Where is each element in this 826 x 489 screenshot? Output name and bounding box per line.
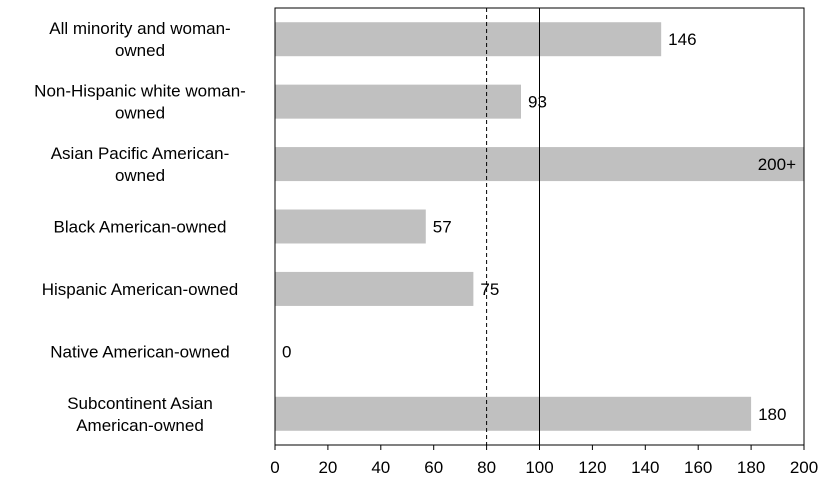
axes-layer bbox=[274, 7, 805, 450]
category-label: Asian Pacific American-owned bbox=[51, 144, 230, 185]
category-label: Non-Hispanic white woman-owned bbox=[34, 82, 246, 123]
bar bbox=[275, 84, 521, 119]
x-tick-label: 60 bbox=[424, 458, 443, 477]
data-label: 0 bbox=[282, 342, 291, 361]
data-label: 180 bbox=[758, 405, 786, 424]
x-tick-label: 80 bbox=[477, 458, 496, 477]
category-label: All minority and woman-owned bbox=[49, 19, 230, 60]
data-label: 57 bbox=[433, 218, 452, 237]
data-label: 75 bbox=[480, 280, 499, 299]
x-tick-label: 100 bbox=[525, 458, 553, 477]
category-label: Native American-owned bbox=[50, 342, 230, 361]
x-tick-label: 40 bbox=[371, 458, 390, 477]
x-tick-label: 160 bbox=[684, 458, 712, 477]
data-label: 146 bbox=[668, 30, 696, 49]
x-tick-label: 140 bbox=[631, 458, 659, 477]
x-tick-label: 20 bbox=[318, 458, 337, 477]
x-tick-label: 200 bbox=[790, 458, 818, 477]
category-label: Subcontinent Asian American-owned bbox=[67, 394, 213, 435]
bar bbox=[275, 396, 752, 431]
data-label: 93 bbox=[528, 93, 547, 112]
x-tick-label: 0 bbox=[270, 458, 279, 477]
x-tick-label: 180 bbox=[737, 458, 765, 477]
bar bbox=[275, 271, 474, 306]
category-label: Black American-owned bbox=[54, 218, 227, 237]
bar bbox=[275, 22, 662, 57]
bar bbox=[275, 209, 426, 244]
labels-layer: All minority and woman-owned 146 Non-Hispa… bbox=[34, 19, 818, 477]
reference-lines-layer bbox=[486, 8, 540, 445]
bars-layer bbox=[275, 22, 804, 431]
category-label: Hispanic American-owned bbox=[42, 280, 239, 299]
data-label: 200+ bbox=[758, 155, 796, 174]
x-tick-label: 120 bbox=[578, 458, 606, 477]
